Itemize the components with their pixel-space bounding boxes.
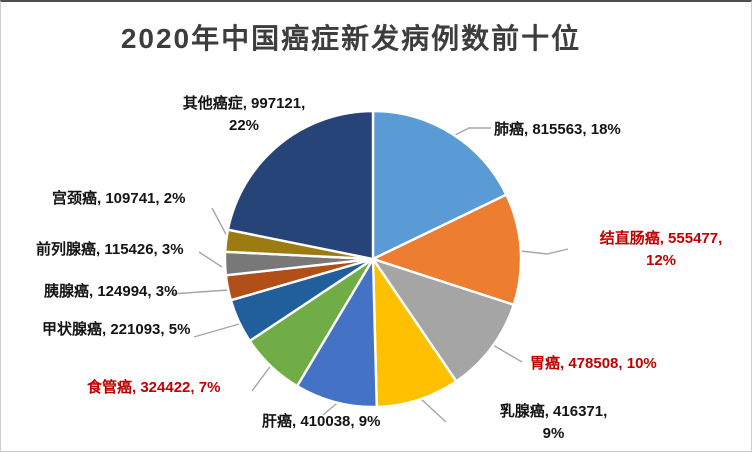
leader-line-8: [198, 251, 223, 268]
pie-slice-4: [295, 257, 378, 409]
slice-label-10: 其他癌症, 997121, 22%: [182, 95, 306, 134]
slice-label-9: 宫颈癌, 109741, 2%: [52, 190, 186, 207]
slice-label-3: 乳腺癌, 416371, 9%: [499, 403, 608, 442]
slice-label-0: 肺癌, 815563, 18%: [494, 121, 621, 138]
slice-label-4: 肝癌, 410038, 9%: [262, 413, 381, 430]
leader-line-3: [420, 398, 447, 423]
pie-slice-1: [371, 193, 523, 307]
leader-line-1: [520, 248, 569, 255]
pie-slice-0: [371, 109, 508, 261]
leader-line-2: [492, 344, 523, 363]
leader-line-7: [170, 289, 229, 295]
slice-label-2: 胃癌, 478508, 10%: [530, 355, 657, 372]
leader-lines-group: [170, 127, 569, 423]
pie-slices-group: [223, 109, 523, 409]
slice-label-5: 食管癌, 324422, 7%: [87, 379, 221, 396]
slice-label-8: 前列腺癌, 115426, 3%: [36, 241, 184, 258]
leader-line-6: [193, 323, 240, 338]
slice-label-7: 胰腺癌, 124994, 3%: [44, 283, 178, 300]
pie-slice-3: [371, 257, 458, 409]
leader-line-0: [452, 127, 491, 137]
pie-slice-10: [226, 109, 375, 261]
pie-slice-2: [371, 257, 515, 383]
leader-line-5: [251, 363, 273, 392]
chart-title: 2020年中国癌症新发病例数前十位: [120, 23, 582, 54]
slice-label-6: 甲状腺癌, 221093, 5%: [42, 321, 191, 338]
slice-label-1: 结直肠癌, 555477, 12%: [599, 230, 723, 269]
